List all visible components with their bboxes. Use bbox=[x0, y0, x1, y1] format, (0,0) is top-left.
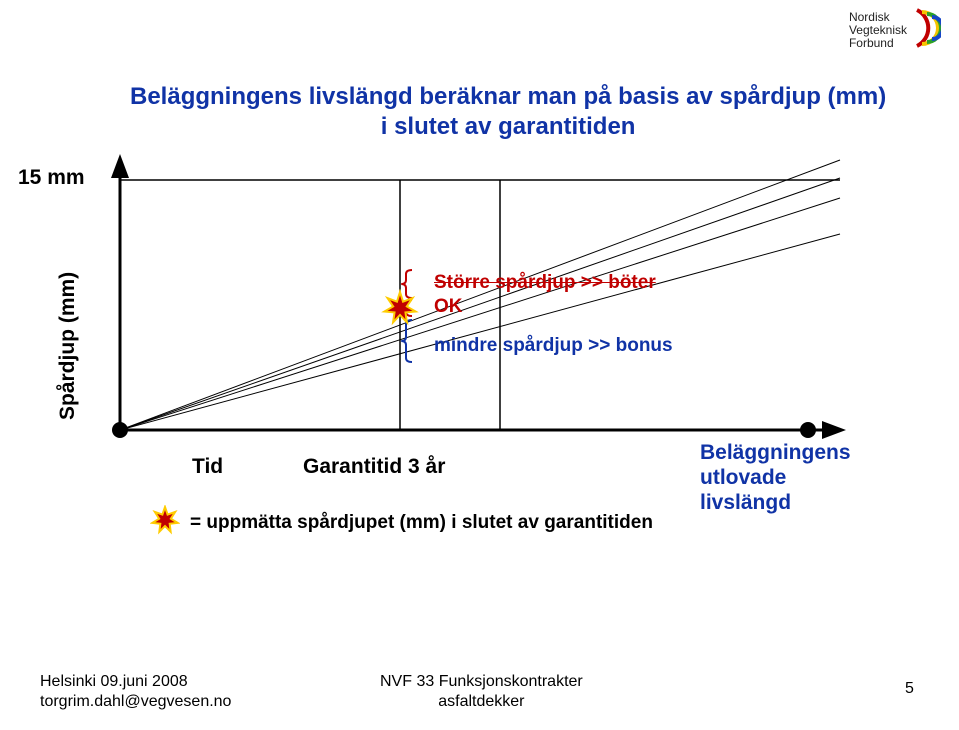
label-boter: Större spårdjup >> böter bbox=[434, 272, 656, 294]
legend-text: = uppmätta spårdjupet (mm) i slutet av g… bbox=[190, 512, 653, 534]
y-axis-label: Spårdjup (mm) bbox=[56, 272, 80, 420]
label-garantitid: Garantitid 3 år bbox=[303, 455, 445, 479]
label-bonus: mindre spårdjup >> bonus bbox=[434, 335, 673, 357]
logo-text: Nordisk Vegteknisk Forbund bbox=[849, 11, 907, 51]
result-l2: utlovade bbox=[700, 465, 851, 490]
star-icon bbox=[150, 505, 180, 541]
legend: = uppmätta spårdjupet (mm) i slutet av g… bbox=[150, 505, 653, 541]
label-result: Beläggningens utlovade livslängd bbox=[700, 440, 851, 516]
footer-c1: NVF 33 Funksjonskontrakter bbox=[380, 672, 583, 692]
page-title: Beläggningens livslängd beräknar man på … bbox=[130, 82, 886, 142]
label-tid: Tid bbox=[192, 455, 223, 479]
logo-line3: Forbund bbox=[849, 37, 907, 50]
logo-icon bbox=[913, 8, 941, 53]
label-15mm: 15 mm bbox=[18, 166, 85, 190]
footer-left: Helsinki 09.juni 2008 torgrim.dahl@vegve… bbox=[40, 672, 231, 712]
logo: Nordisk Vegteknisk Forbund bbox=[849, 8, 941, 53]
title-line1: Beläggningens livslängd beräknar man på … bbox=[130, 83, 886, 110]
result-l1: Beläggningens bbox=[700, 440, 851, 465]
footer-center: NVF 33 Funksjonskontrakter asfaltdekker bbox=[380, 672, 583, 712]
footer-c2: asfaltdekker bbox=[380, 692, 583, 712]
logo-line1: Nordisk bbox=[849, 11, 907, 24]
footer-l1: Helsinki 09.juni 2008 bbox=[40, 672, 231, 692]
title-line2: i slutet av garantitiden bbox=[381, 113, 636, 140]
label-ok: OK bbox=[434, 296, 463, 318]
footer-page-number: 5 bbox=[905, 680, 914, 698]
chart-diagram bbox=[100, 150, 860, 440]
footer-l2: torgrim.dahl@vegvesen.no bbox=[40, 692, 231, 712]
result-l3: livslängd bbox=[700, 490, 851, 515]
